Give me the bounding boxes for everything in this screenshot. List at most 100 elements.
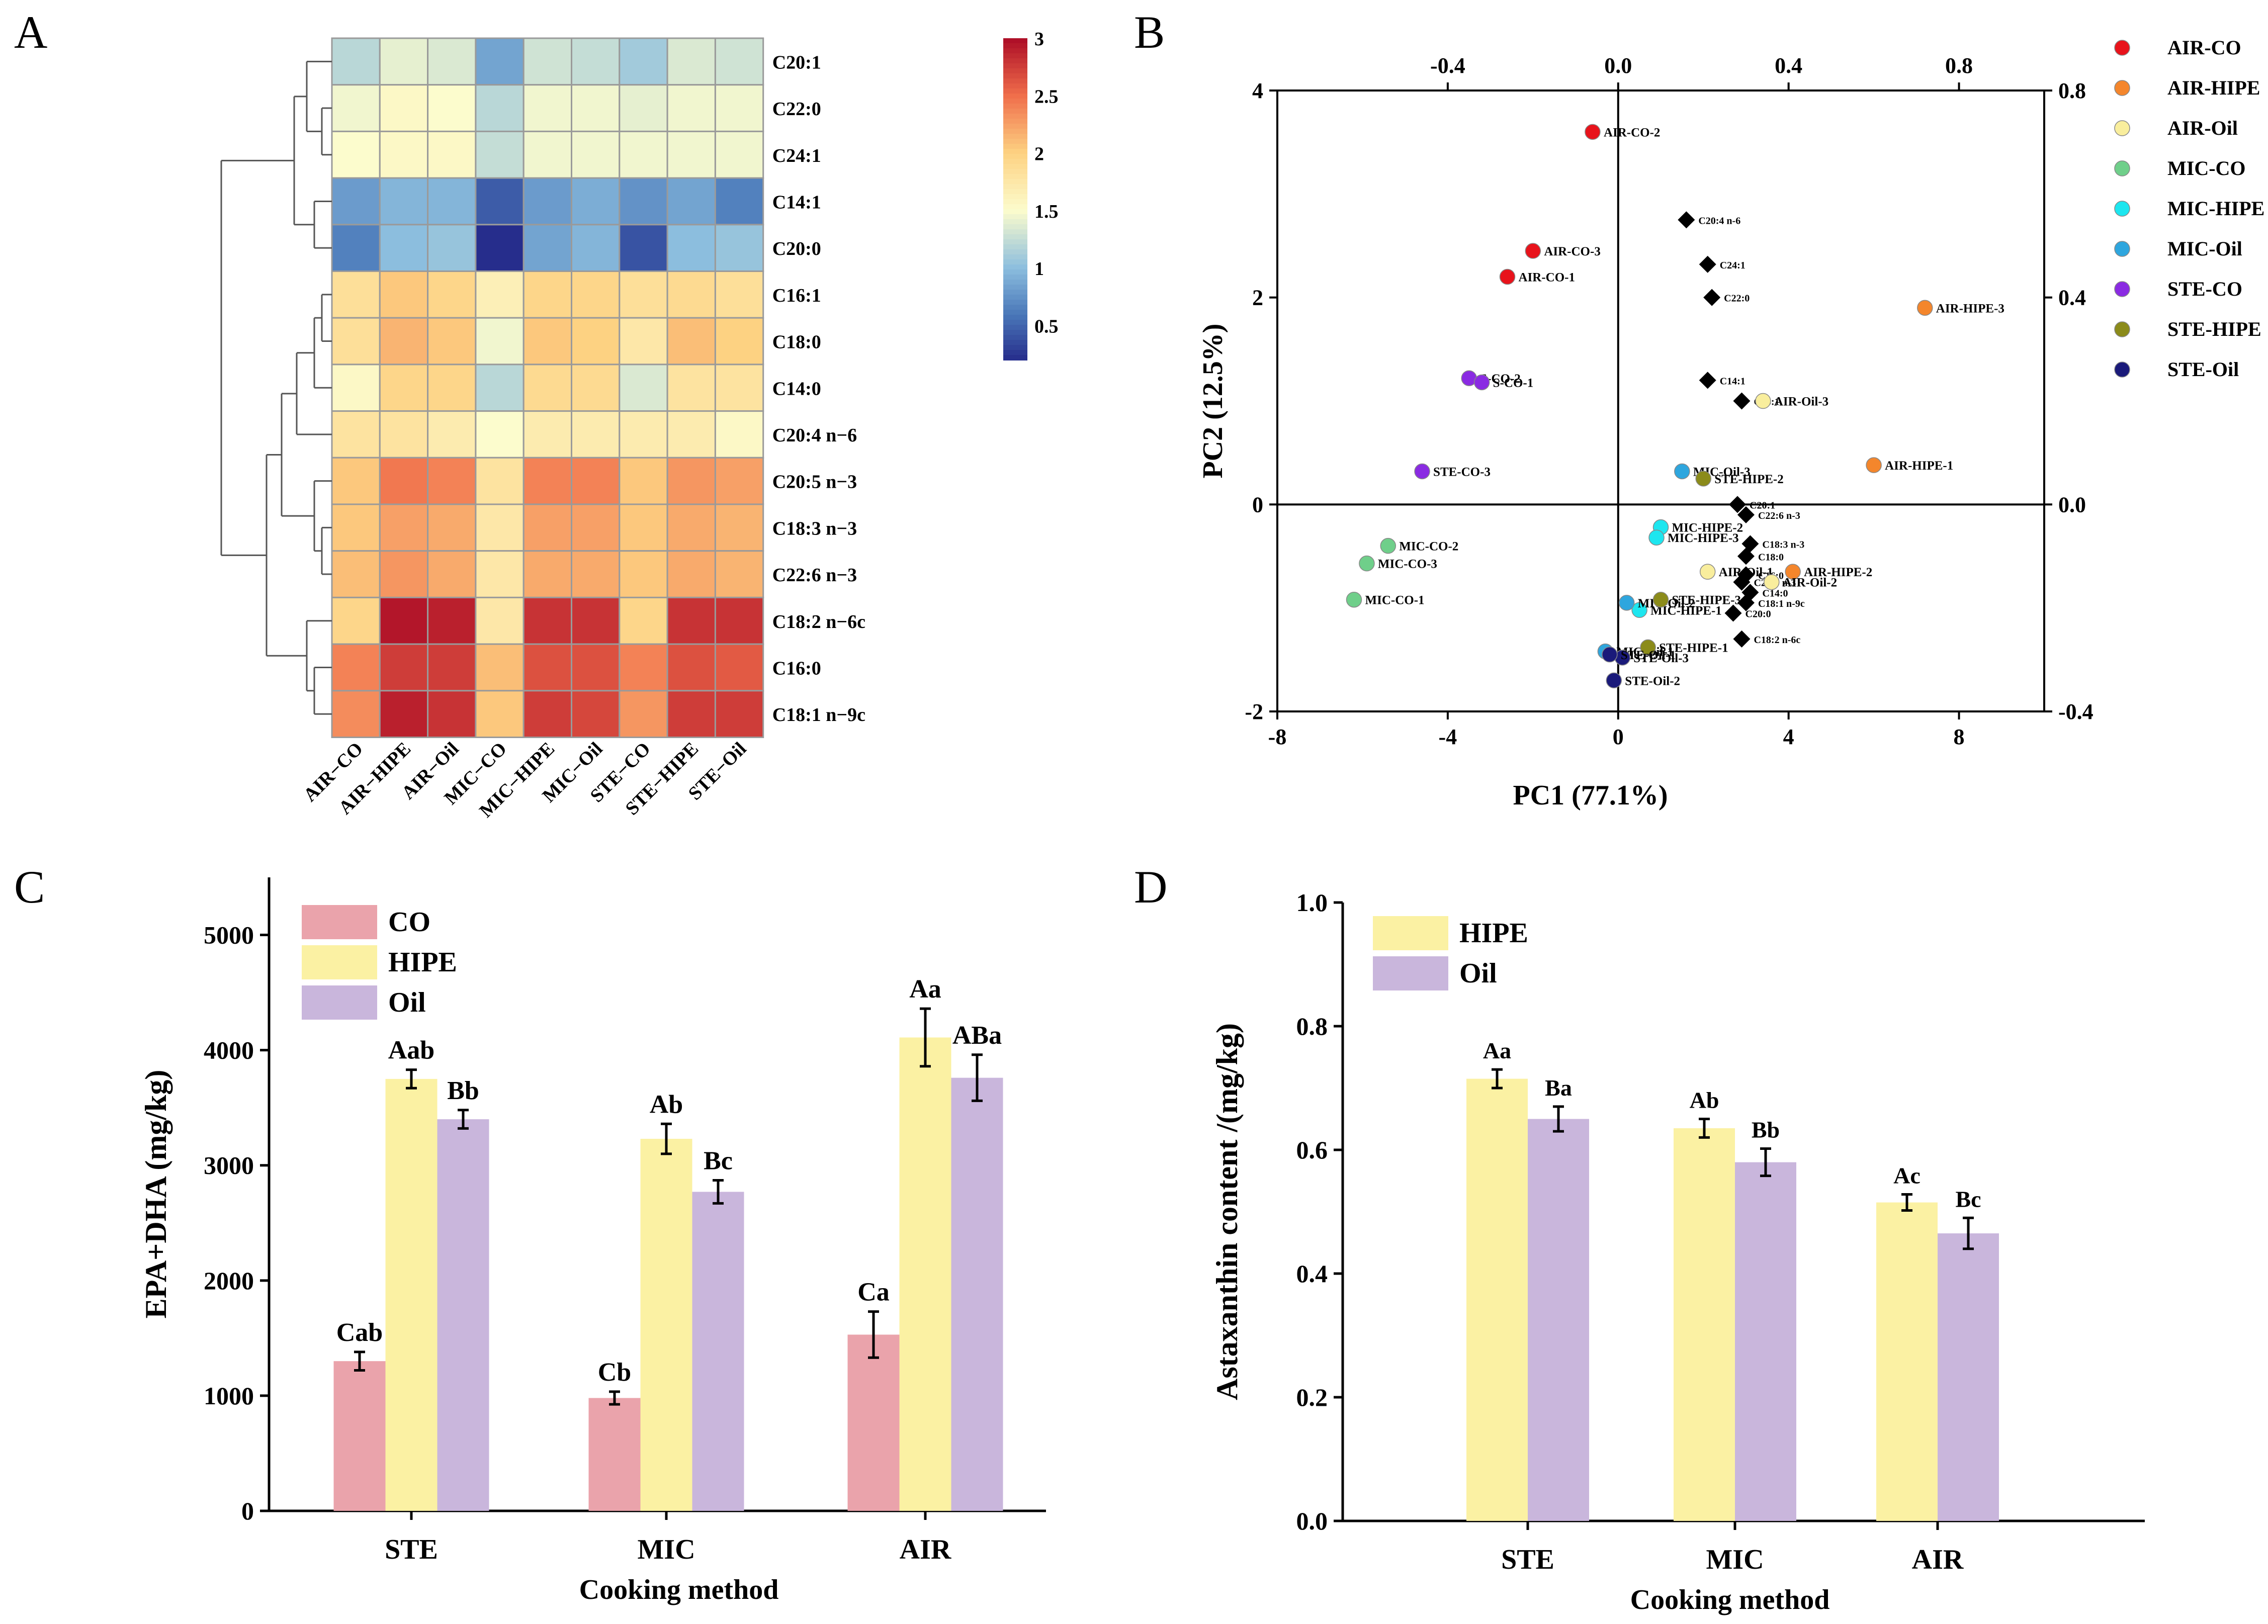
y-tick-label: -2	[1245, 699, 1263, 724]
colorbar-segment	[1003, 159, 1027, 164]
colorbar-segment	[1003, 73, 1027, 79]
score-point	[1631, 602, 1647, 618]
heatmap-cell	[379, 410, 429, 459]
legend-label: MIC-CO	[2167, 157, 2246, 179]
loading-label: C22:6 n-3	[1758, 510, 1800, 521]
heatmap-cell	[475, 177, 525, 226]
legend-label: Oil	[388, 987, 426, 1018]
score-label: MIC-CO-3	[1378, 558, 1437, 571]
heatmap-cell	[666, 457, 716, 505]
colorbar-segment	[1003, 88, 1027, 94]
significance-letter: Cb	[598, 1358, 631, 1387]
heatmap-row-label: C18:0	[772, 332, 821, 353]
colorbar-segment	[1003, 78, 1027, 84]
legend-label: MIC-HIPE	[2167, 197, 2264, 220]
heatmap-cell	[619, 37, 668, 86]
heatmap-cell	[714, 37, 764, 86]
x-tick-label: AIR	[900, 1534, 951, 1565]
y-tick-label: 4	[1252, 78, 1263, 103]
heatmap-cell	[714, 130, 764, 179]
colorbar-segment	[1003, 94, 1027, 99]
heatmap-cell	[331, 410, 381, 459]
right-tick-label: 0.8	[2058, 78, 2086, 103]
loading-label: C22:0	[1724, 293, 1750, 304]
colorbar-segment	[1003, 219, 1027, 225]
loading-marker	[1703, 289, 1721, 306]
heatmap-cell	[475, 84, 525, 132]
heatmap-cell	[475, 690, 525, 739]
legend-label: CO	[388, 907, 430, 938]
loading-marker	[1737, 506, 1755, 523]
heatmap-cell	[475, 270, 525, 319]
colorbar-segment	[1003, 139, 1027, 144]
score-point	[1380, 537, 1397, 554]
colorbar-segment	[1003, 290, 1027, 295]
legend-marker	[2114, 40, 2130, 56]
heatmap-cell	[619, 317, 668, 366]
bar	[1674, 1128, 1735, 1521]
heatmap-cell	[619, 503, 668, 552]
top-tick-label: 0.0	[1604, 53, 1632, 78]
heatmap-cell	[666, 550, 716, 598]
colorbar-segment	[1003, 164, 1027, 169]
heatmap-row-label: C14:1	[772, 192, 821, 213]
score-label: AIR-HIPE-2	[1804, 566, 1872, 579]
heatmap-cell	[427, 224, 477, 272]
loading-label: C18:2 n-6c	[1754, 635, 1800, 646]
heatmap-cell	[379, 364, 429, 412]
y-tick-label: 1.0	[1296, 888, 1328, 917]
heatmap-cell	[379, 317, 429, 366]
heatmap-cell	[427, 550, 477, 598]
score-point	[1618, 595, 1635, 611]
colorbar-segment	[1003, 285, 1027, 290]
colorbar-segment	[1003, 179, 1027, 185]
score-point	[1473, 374, 1490, 391]
colorbar-segment	[1003, 214, 1027, 220]
significance-letter: Ac	[1893, 1163, 1921, 1189]
heatmap-cell	[379, 130, 429, 179]
loading-marker	[1737, 548, 1755, 565]
bar	[437, 1119, 489, 1511]
colorbar-segment	[1003, 350, 1027, 355]
colorbar-segment	[1003, 114, 1027, 119]
loading-marker	[1699, 255, 1716, 273]
heatmap-cell	[522, 410, 572, 459]
heatmap-cell	[475, 503, 525, 552]
heatmap-cell	[522, 270, 572, 319]
heatmap-cell	[619, 177, 668, 226]
heatmap-cell	[714, 457, 764, 505]
heatmap-cell	[666, 364, 716, 412]
score-point	[1525, 243, 1541, 259]
colorbar-segment	[1003, 184, 1027, 190]
score-label: MIC-CO-1	[1365, 594, 1425, 607]
colorbar-segment	[1003, 300, 1027, 305]
heatmap-cell	[427, 410, 477, 459]
colorbar-segment	[1003, 48, 1027, 54]
colorbar-segment	[1003, 330, 1027, 335]
heatmap-cell	[571, 550, 621, 598]
heatmap-cell	[522, 503, 572, 552]
colorbar-segment	[1003, 129, 1027, 134]
colorbar-segment	[1003, 43, 1027, 49]
legend-marker	[2114, 201, 2130, 217]
heatmap-cell	[714, 643, 764, 692]
x-tick-label: -4	[1439, 725, 1457, 749]
loading-label: C20:0	[1746, 608, 1771, 619]
colorbar-segment	[1003, 325, 1027, 330]
colorbar-segment	[1003, 204, 1027, 210]
right-tick-label: 0.4	[2058, 286, 2086, 310]
heatmap-cell	[522, 550, 572, 598]
colorbar-segment	[1003, 144, 1027, 149]
heatmap-cell	[475, 643, 525, 692]
heatmap-cell	[619, 270, 668, 319]
score-point	[1346, 591, 1362, 608]
colorbar-tick-label: 3	[1034, 29, 1044, 50]
heatmap-cell	[331, 84, 381, 132]
legend-label: AIR-CO	[2167, 36, 2241, 59]
y-tick-label: 0.6	[1296, 1136, 1328, 1164]
x-tick-label: STE	[1501, 1544, 1554, 1575]
heatmap-cell	[666, 643, 716, 692]
significance-letter: Aab	[388, 1036, 434, 1065]
heatmap-cell	[714, 550, 764, 598]
heatmap-cell	[571, 690, 621, 739]
